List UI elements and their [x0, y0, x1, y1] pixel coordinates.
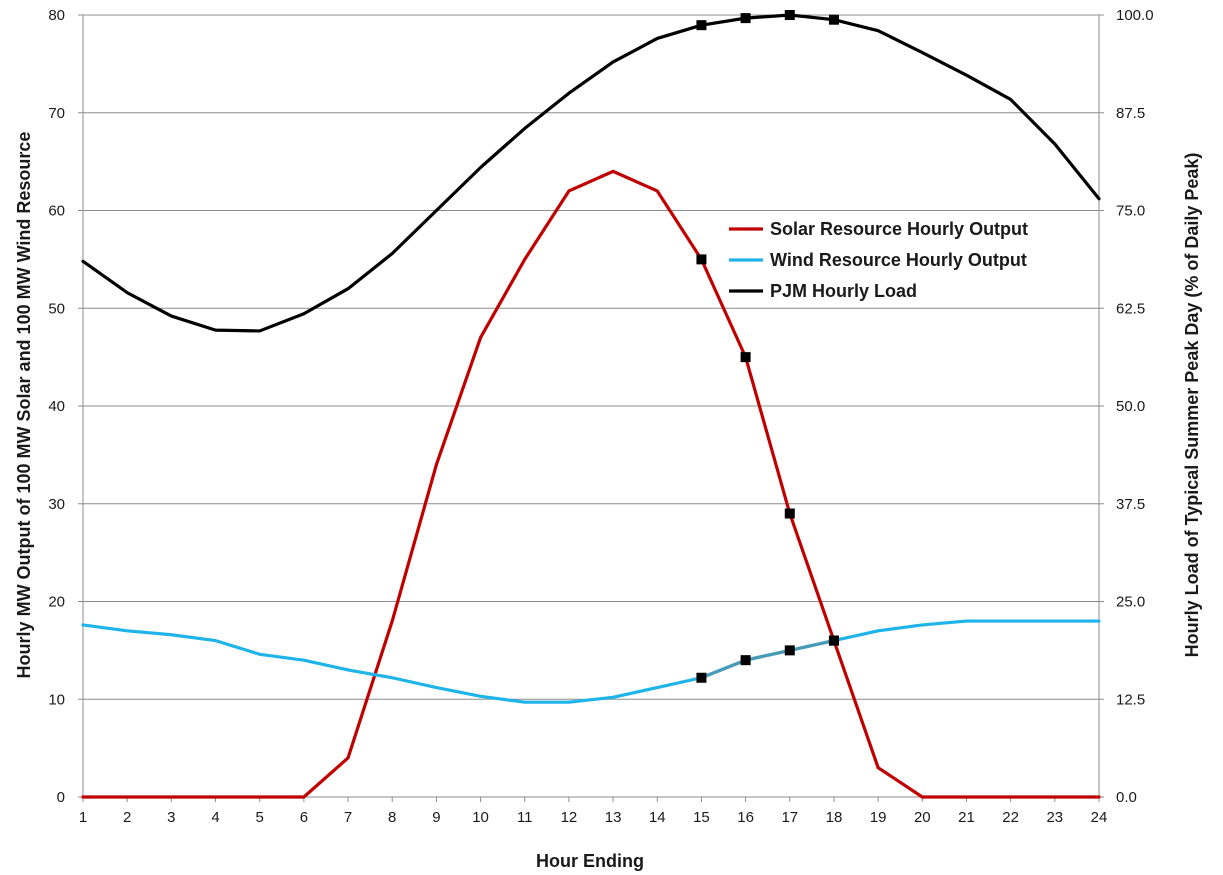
x-tick-label: 24: [1091, 809, 1108, 826]
series-lines: [81, 13, 1101, 799]
x-tick-label: 22: [1002, 809, 1019, 826]
x-tick-label: 3: [167, 809, 175, 826]
left-y-tick-label: 10: [48, 691, 65, 708]
left-y-tick-label: 20: [48, 594, 65, 611]
right-y-tick-label: 62.5: [1116, 300, 1145, 317]
legend-label-3: PJM Hourly Load: [770, 281, 917, 301]
data-point-marker: [740, 352, 751, 363]
right-y-tick-label: 87.5: [1116, 105, 1145, 122]
x-tick-label: 19: [870, 809, 887, 826]
series-line-2: [81, 619, 1101, 704]
x-tick-label: 18: [826, 809, 843, 826]
x-tick-label: 8: [388, 809, 396, 826]
x-tick-label: 12: [561, 809, 578, 826]
plot-frame: [78, 14, 1104, 802]
series-line-3: [81, 13, 1101, 333]
left-y-tick-label: 80: [48, 7, 65, 24]
right-y-tick-label: 50.0: [1116, 398, 1145, 415]
gridlines: [83, 14, 1099, 700]
x-tick-label: 11: [517, 809, 533, 826]
left-y-tick-label: 30: [48, 496, 65, 513]
left-y-tick-label: 40: [48, 398, 65, 415]
left-y-tick-label: 70: [48, 105, 65, 122]
right-y-tick-label: 37.5: [1116, 496, 1145, 513]
x-tick-label: 21: [958, 809, 975, 826]
x-tick-label: 1: [79, 809, 87, 826]
x-tick-label: 5: [256, 809, 264, 826]
x-tick-label: 17: [781, 809, 798, 826]
right-y-tick-label: 25.0: [1116, 594, 1145, 611]
series-highlight-segment-2: [700, 639, 835, 680]
left-y-axis-ticks: 0 10 20 30 40 50 60 70 80: [48, 7, 65, 806]
series-line-1: [81, 169, 1101, 799]
x-tick-label: 20: [914, 809, 931, 826]
data-point-marker: [696, 20, 707, 31]
data-point-marker: [740, 655, 751, 666]
x-tick-label: 15: [693, 809, 710, 826]
series-markers: [696, 10, 839, 683]
data-point-marker: [828, 635, 839, 646]
x-tick-label: 10: [472, 809, 489, 826]
x-axis-ticks: 1 2 3 4 5 6 7 8 9 10 11 12 13 14 15 16 17 18 19 20 21 22 23 24: [79, 809, 1108, 826]
right-y-tick-label: 12.5: [1116, 691, 1145, 708]
right-y-axis-title: Hourly Load of Typical Summer Peak Day (…: [1182, 153, 1202, 658]
left-y-tick-label: 0: [57, 789, 65, 806]
x-tick-label: 9: [432, 809, 440, 826]
legend-label-1: Solar Resource Hourly Output: [770, 219, 1028, 239]
right-y-tick-label: 0.0: [1116, 789, 1137, 806]
x-tick-label: 16: [737, 809, 754, 826]
x-tick-label: 14: [649, 809, 666, 826]
right-y-axis-ticks: 0.0 12.5 25.0 37.5 50.0 62.5 75.0 87.5 100.0: [1116, 7, 1154, 806]
left-y-tick-label: 50: [48, 300, 65, 317]
data-point-marker: [696, 672, 707, 683]
legend-label-2: Wind Resource Hourly Output: [770, 250, 1027, 270]
x-tick-label: 23: [1046, 809, 1063, 826]
data-point-marker: [828, 14, 839, 25]
x-tick-label: 2: [123, 809, 131, 826]
data-point-marker: [784, 508, 795, 519]
data-point-marker: [696, 254, 707, 265]
data-point-marker: [784, 10, 795, 20]
x-tick-label: 4: [211, 809, 219, 826]
x-tick-label: 6: [300, 809, 308, 826]
x-tick-label: 13: [605, 809, 622, 826]
legend: Solar Resource Hourly Output Wind Resourc…: [729, 219, 1028, 301]
left-y-tick-label: 60: [48, 203, 65, 220]
data-point-marker: [784, 645, 795, 656]
right-y-tick-label: 75.0: [1116, 203, 1145, 220]
data-point-marker: [740, 13, 751, 24]
x-axis-title: Hour Ending: [536, 851, 644, 871]
right-y-tick-label: 100.0: [1116, 7, 1154, 24]
x-tick-label: 7: [344, 809, 352, 826]
left-y-axis-title: Hourly MW Output of 100 MW Solar and 100…: [14, 132, 34, 679]
